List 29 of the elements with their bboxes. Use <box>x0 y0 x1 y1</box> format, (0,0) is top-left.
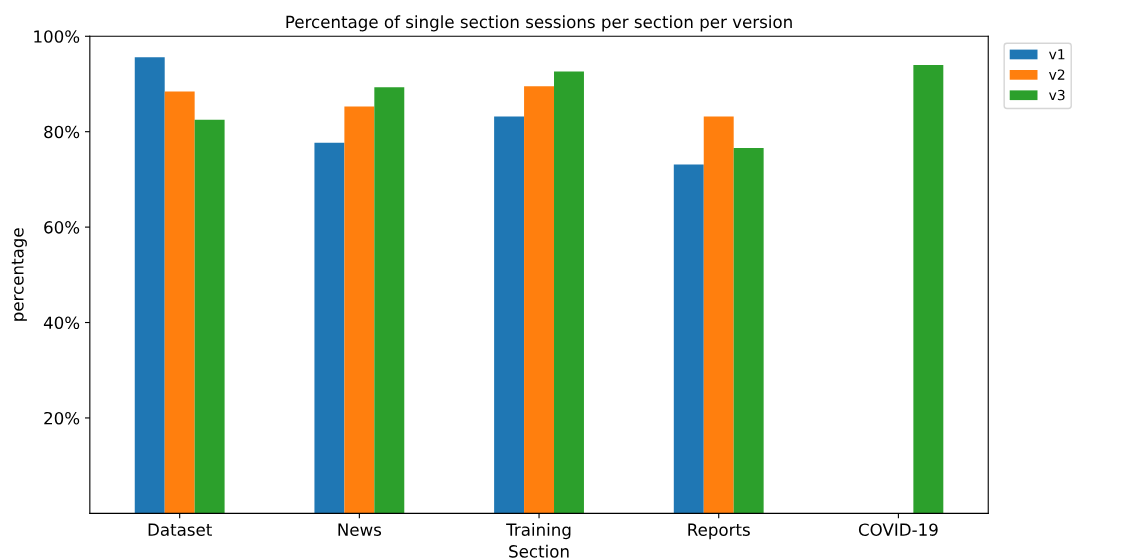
legend-label: v1 <box>1049 49 1065 60</box>
bar <box>194 119 225 514</box>
x-axis-title: Section <box>509 544 569 558</box>
y-tick-label: 40% <box>43 316 80 330</box>
x-tick-label: Training <box>506 523 571 540</box>
legend-label: v2 <box>1049 69 1065 80</box>
x-tick-label: COVID-19 <box>858 523 938 536</box>
bar <box>164 91 195 514</box>
bar <box>733 147 764 514</box>
bar <box>524 86 555 514</box>
bar <box>374 87 405 514</box>
x-tick-label: Dataset <box>148 523 212 536</box>
x-tick-label: Reports <box>688 523 750 540</box>
bar <box>673 164 704 514</box>
bar <box>344 106 375 514</box>
y-axis-title: percentage <box>11 228 27 321</box>
bar <box>913 64 944 514</box>
bar <box>554 71 584 514</box>
y-tick-label: 80% <box>44 125 80 139</box>
bar <box>134 57 165 514</box>
bar <box>703 116 734 514</box>
chart-title: Percentage of single section sessions per section per version <box>286 15 792 32</box>
y-tick-label: 20% <box>44 411 80 425</box>
y-tick-label: 60% <box>44 221 80 234</box>
bar <box>494 116 525 514</box>
bar <box>314 142 345 514</box>
x-tick-label: News <box>338 523 382 536</box>
legend-label: v3 <box>1049 89 1065 101</box>
y-tick-label: 100% <box>34 30 80 43</box>
